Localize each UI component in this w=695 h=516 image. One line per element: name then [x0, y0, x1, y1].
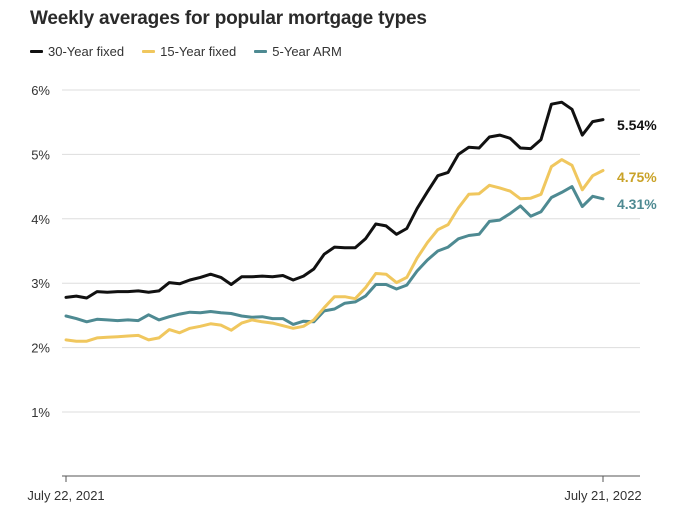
y-tick-label-5: 5% [31, 147, 50, 162]
y-tick-label-6: 6% [31, 83, 50, 98]
chart-legend: 30-Year fixed 15-Year fixed 5-Year ARM [30, 44, 360, 59]
legend-item-30-year: 30-Year fixed [30, 44, 124, 59]
y-tick-label-4: 4% [31, 212, 50, 227]
legend-swatch-30-year [30, 50, 43, 53]
legend-label-30-year: 30-Year fixed [48, 44, 125, 59]
x-tick-label-end: July 21, 2022 [564, 488, 641, 503]
legend-label-15-year: 15-Year fixed [160, 44, 237, 59]
legend-item-15-year: 15-Year fixed [142, 44, 236, 59]
chart-title: Weekly averages for popular mortgage typ… [30, 8, 427, 29]
y-tick-label-2: 2% [31, 341, 50, 356]
series-line-15-year [64, 158, 605, 343]
series-line-5-year-arm [64, 185, 605, 326]
x-tick-label-start: July 22, 2021 [27, 488, 104, 503]
legend-swatch-15-year [142, 50, 156, 53]
end-label-30-year: 5.54% [617, 117, 657, 133]
series-line-30-year [64, 100, 605, 300]
legend-swatch-5-year-arm [254, 50, 268, 53]
y-tick-label-1: 1% [31, 405, 50, 420]
y-tick-label-3: 3% [31, 276, 50, 291]
legend-label-5-year-arm: 5-Year ARM [272, 44, 342, 59]
legend-item-5-year-arm: 5-Year ARM [254, 44, 342, 59]
end-label-5-year-arm: 4.31% [617, 196, 657, 212]
end-label-15-year: 4.75% [617, 169, 657, 185]
